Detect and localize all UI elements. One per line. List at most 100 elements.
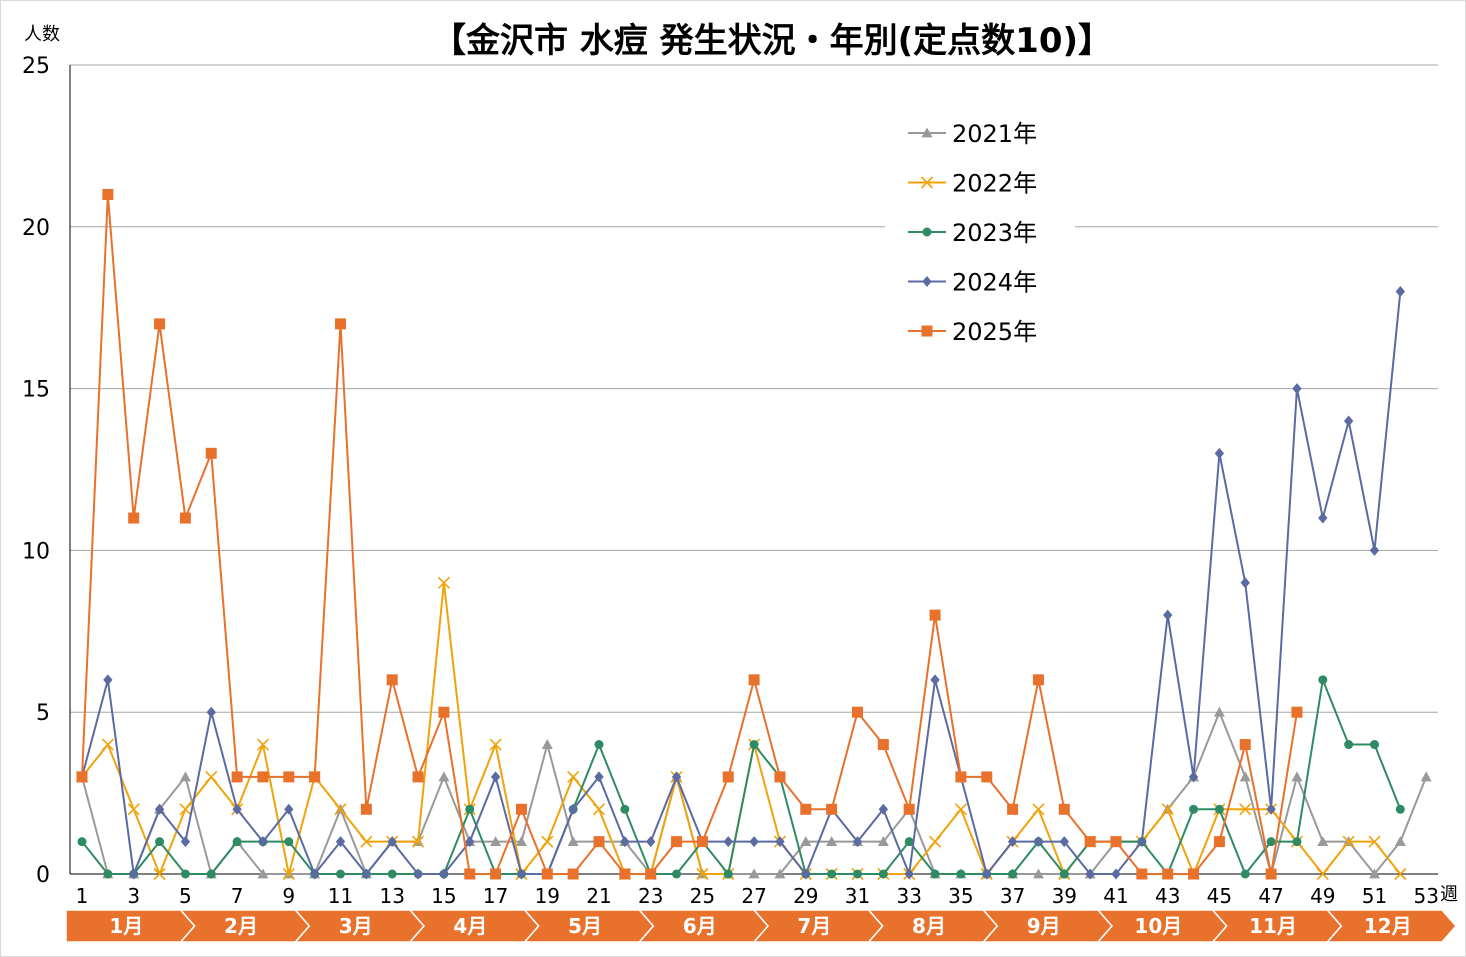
- data-point: [800, 836, 812, 847]
- x-tick-label: 37: [1000, 884, 1025, 908]
- data-point: [179, 771, 191, 782]
- y-tick-label: 5: [36, 701, 50, 726]
- data-point: [1318, 675, 1328, 685]
- data-point: [335, 318, 346, 330]
- data-point: [1292, 837, 1302, 847]
- data-point: [921, 127, 933, 138]
- data-point: [1342, 835, 1355, 848]
- data-point: [489, 738, 502, 751]
- month-label: 7月: [797, 914, 831, 938]
- data-point: [1395, 804, 1405, 814]
- x-tick-label: 13: [379, 884, 404, 908]
- data-point: [877, 739, 889, 751]
- data-point: [1136, 868, 1148, 880]
- data-point: [334, 803, 347, 816]
- data-point: [1317, 836, 1329, 847]
- data-point: [1213, 836, 1225, 848]
- y-tick-label: 0: [36, 863, 50, 888]
- data-point: [515, 803, 527, 815]
- data-point: [1032, 803, 1045, 816]
- x-tick-label: 47: [1258, 884, 1283, 908]
- data-point: [956, 869, 966, 879]
- data-point: [413, 868, 423, 880]
- x-tick-label: 21: [586, 884, 611, 908]
- data-point: [1239, 771, 1251, 782]
- data-point: [335, 836, 346, 848]
- data-point: [671, 771, 682, 783]
- data-point: [1240, 577, 1250, 589]
- data-point: [981, 771, 993, 783]
- data-point: [1008, 869, 1018, 879]
- data-point: [153, 867, 166, 881]
- data-point: [231, 771, 243, 783]
- data-point: [387, 836, 397, 848]
- data-point: [541, 868, 553, 880]
- x-tick-label: 41: [1103, 884, 1128, 908]
- data-point: [490, 771, 501, 783]
- data-point: [412, 771, 424, 783]
- data-point: [1214, 447, 1225, 459]
- data-point: [774, 771, 786, 783]
- x-tick-label: 19: [535, 884, 560, 908]
- data-point: [101, 738, 114, 751]
- legend-entry: 2021年: [908, 120, 1037, 148]
- data-point: [1007, 836, 1018, 848]
- data-point: [1395, 286, 1406, 298]
- data-point: [1188, 771, 1199, 783]
- data-point: [749, 740, 759, 750]
- data-point: [1240, 869, 1250, 879]
- data-point: [103, 869, 113, 879]
- series-line: [81, 291, 1402, 875]
- data-point: [922, 276, 932, 287]
- data-point: [827, 869, 837, 879]
- month-label: 10月: [1134, 914, 1182, 938]
- data-point: [1032, 674, 1044, 686]
- data-point: [1239, 739, 1251, 751]
- y-tick-label: 20: [22, 216, 50, 241]
- x-tick-label: 31: [845, 884, 870, 908]
- x-tick-label: 23: [638, 884, 663, 908]
- data-point: [128, 512, 140, 524]
- x-tick-label: 49: [1310, 884, 1335, 908]
- data-point: [954, 803, 967, 816]
- data-point: [541, 835, 554, 848]
- data-point: [619, 868, 631, 880]
- legend-entry: 2024年: [908, 269, 1037, 297]
- data-point: [774, 868, 786, 879]
- month-chevron: [1325, 909, 1457, 943]
- month-label: 11月: [1249, 914, 1297, 938]
- data-point: [1369, 544, 1380, 556]
- x-tick-label: 1: [76, 884, 89, 908]
- data-point: [1163, 609, 1173, 621]
- data-point: [490, 836, 502, 847]
- data-point: [748, 868, 760, 879]
- x-tick-label: 45: [1207, 884, 1232, 908]
- legend-box: [885, 110, 1075, 365]
- data-point: [594, 740, 604, 750]
- data-point: [438, 771, 450, 782]
- data-point: [1266, 837, 1276, 847]
- x-axis-unit-label: 週: [1440, 884, 1458, 905]
- data-point: [179, 512, 191, 524]
- data-point: [1084, 836, 1096, 848]
- x-tick-label: 39: [1052, 884, 1077, 908]
- data-point: [775, 836, 785, 848]
- data-point: [437, 576, 450, 589]
- x-tick-label: 29: [793, 884, 818, 908]
- data-point: [930, 869, 940, 879]
- legend-label: 2023年: [952, 219, 1037, 247]
- data-point: [515, 836, 527, 847]
- legend-entry: 2025年: [908, 318, 1037, 346]
- data-point: [696, 867, 709, 881]
- x-tick-label: 15: [431, 884, 456, 908]
- data-point: [309, 868, 320, 880]
- data-point: [411, 835, 425, 848]
- data-point: [903, 803, 915, 815]
- month-label: 9月: [1027, 914, 1061, 938]
- data-point: [722, 771, 734, 783]
- data-point: [1316, 867, 1329, 881]
- data-point: [258, 836, 268, 848]
- data-point: [852, 706, 863, 718]
- data-point: [77, 837, 87, 847]
